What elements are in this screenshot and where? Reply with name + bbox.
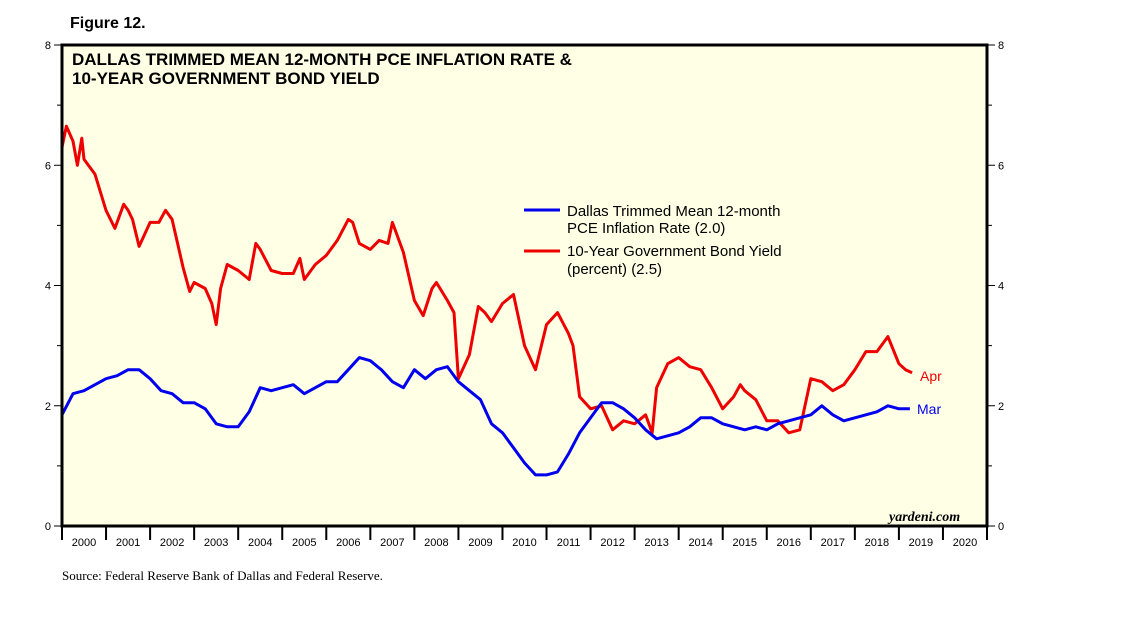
y-tick-label-left: 6 [45,160,51,172]
figure-label: Figure 12. [70,15,146,32]
x-tick-label: 2004 [248,537,272,549]
x-tick-label: 2020 [953,537,977,549]
x-tick-label: 2019 [909,537,933,549]
y-ticks-right: 0 2 4 6 8 [987,40,1004,533]
x-tick-label: 2014 [688,537,712,549]
y-tick-label-right: 4 [998,281,1004,293]
y-tick-label-left: 2 [45,401,51,413]
y-tick-label-right: 8 [998,40,1004,52]
plot-area [62,45,987,526]
x-tick-label: 2005 [292,537,316,549]
pce-end-label: Mar [917,401,941,417]
y-tick-label-right: 0 [998,521,1004,533]
x-tick-label: 2001 [116,537,140,549]
y-tick-label-right: 2 [998,401,1004,413]
source-note: Source: Federal Reserve Bank of Dallas a… [62,568,383,583]
legend-label-pce-line-1: Dallas Trimmed Mean 12-month [567,203,780,220]
x-tick-label: 2002 [160,537,184,549]
brand-watermark: yardeni.com [887,510,960,525]
x-tick-label: 2006 [336,537,360,549]
x-tick-label: 2003 [204,537,228,549]
x-tick-label: 2017 [821,537,845,549]
legend-label-bond-line-2: (percent) (2.5) [567,261,662,278]
y-ticks-left: 0 2 4 6 8 [45,40,62,533]
x-tick-label: 2000 [72,537,96,549]
x-ticks: 2000 2001 2002 2003 2004 2005 2006 2007 2008 2009… [61,526,988,549]
bond-end-label: Apr [920,368,942,384]
x-tick-label: 2013 [644,537,668,549]
x-tick-label: 2007 [380,537,404,549]
plot-frame [60,43,989,528]
x-tick-label: 2018 [865,537,889,549]
y-tick-label-left: 4 [45,281,51,293]
chart-title-line-2: 10-YEAR GOVERNMENT BOND YIELD [72,69,380,88]
legend-label-pce-line-2: PCE Inflation Rate (2.0) [567,220,725,237]
bond-yield-series-line [60,124,913,435]
chart-title-line-1: DALLAS TRIMMED MEAN 12-MONTH PCE INFLATI… [72,50,572,69]
y-tick-label-left: 8 [45,40,51,52]
x-tick-label: 2008 [424,537,448,549]
x-tick-label: 2009 [468,537,492,549]
y-tick-label-right: 6 [998,160,1004,172]
pce-inflation-series-line [60,356,910,477]
legend-label-bond-line-1: 10-Year Government Bond Yield [567,243,782,260]
x-tick-label: 2012 [600,537,624,549]
x-tick-label: 2015 [732,537,756,549]
legend: Dallas Trimmed Mean 12-month PCE Inflati… [524,203,782,278]
x-tick-label: 2010 [512,537,536,549]
y-tick-label-left: 0 [45,521,51,533]
x-tick-label: 2016 [777,537,801,549]
x-tick-label: 2011 [557,537,581,549]
